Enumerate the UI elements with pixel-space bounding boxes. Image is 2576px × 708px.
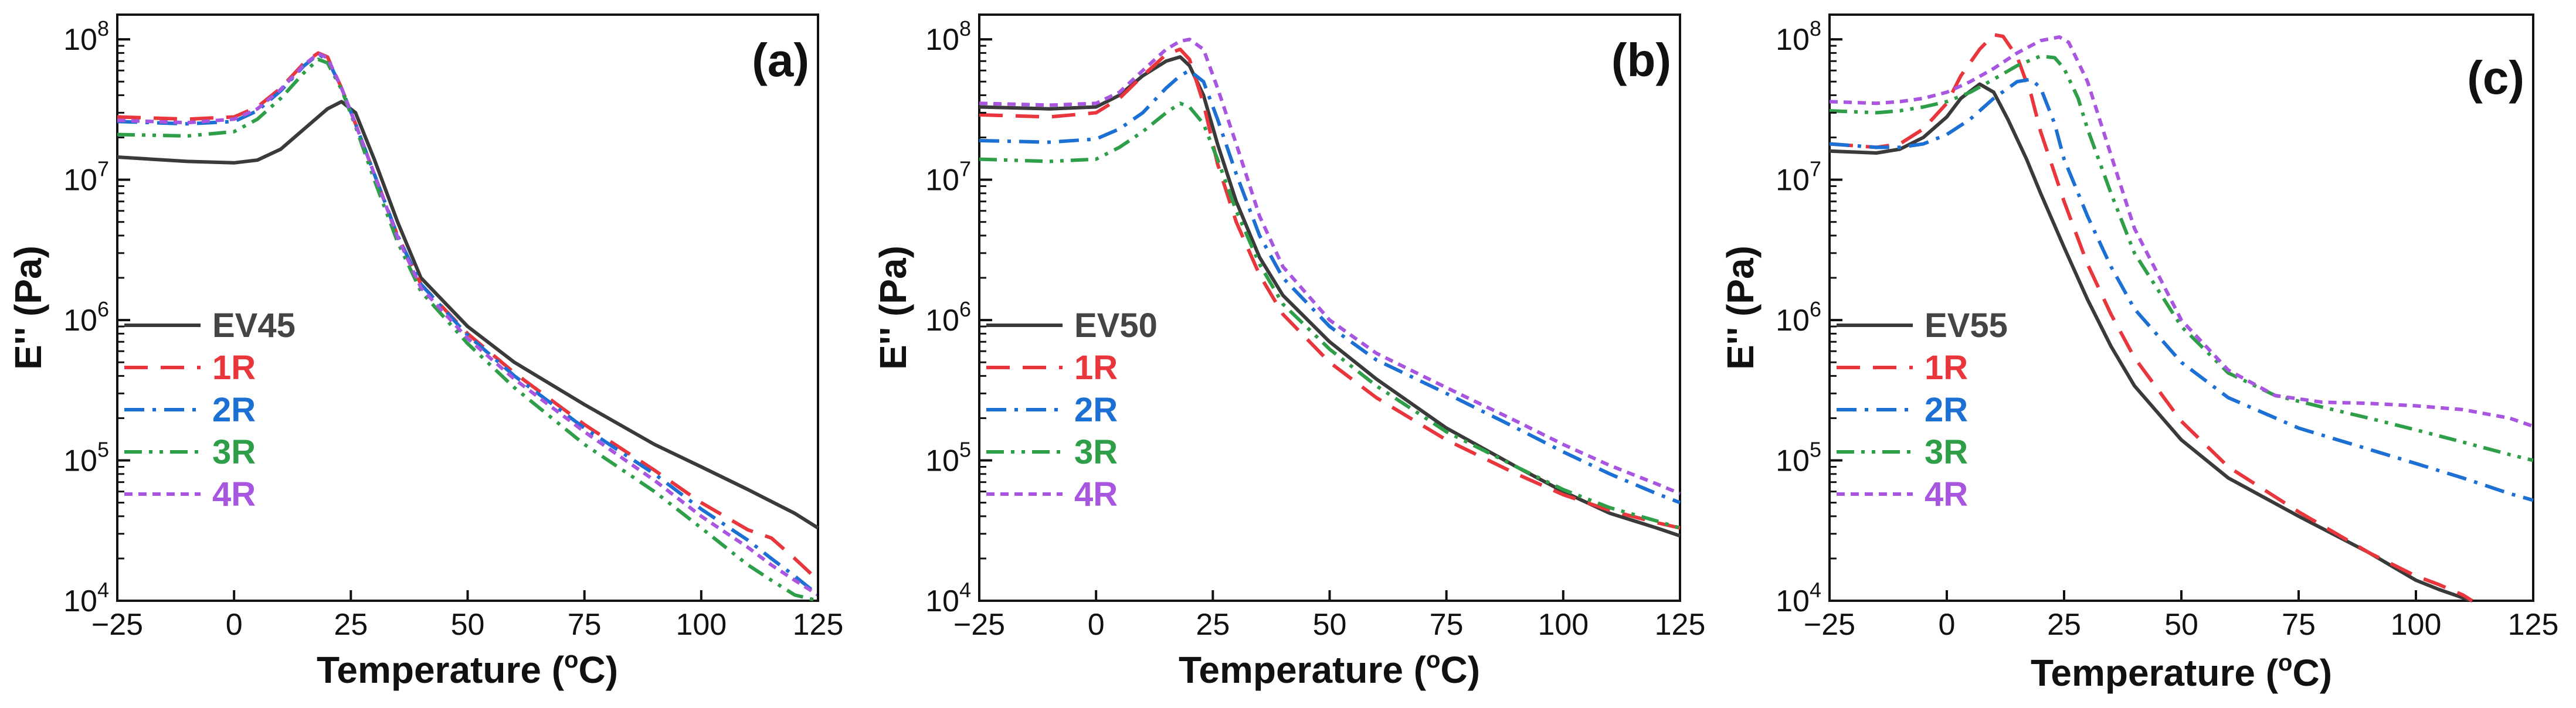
series-line-1r [979, 47, 1681, 530]
legend-label-ev50: EV50 [1074, 307, 1158, 345]
x-axis-title: Temperature (oC) [2031, 650, 2332, 694]
legend-label-3r: 3R [1074, 433, 1118, 471]
series-line-4r [1829, 35, 2534, 428]
legend-label-1r: 1R [212, 349, 256, 387]
legend-label-4r: 4R [1074, 475, 1118, 513]
legend-label-4r: 4R [1925, 475, 1968, 513]
panel-c: −25 0 25 50 75 100 125 104 105 106 107 108 EV55 1R 2… [1719, 13, 2559, 694]
x-tick-label: 0 [226, 608, 243, 642]
panel-a: −25 0 25 50 75 100 125 104 105 106 107 108 EV45 1R 2… [7, 13, 844, 691]
x-tick-label: 125 [1655, 608, 1706, 642]
y-tick-label: 106 [63, 297, 109, 338]
y-tick-label: 107 [1776, 157, 1821, 198]
y-axis-title: E'' (Pa) [872, 246, 914, 370]
legend-label-2r: 2R [212, 391, 256, 429]
y-tick-label: 106 [925, 297, 971, 338]
x-tick-label: 50 [451, 608, 485, 642]
x-tick-label: 50 [1313, 608, 1347, 642]
y-tick-label: 105 [925, 438, 971, 478]
series-line-1r [1829, 33, 2473, 603]
x-tick-label: 75 [1430, 608, 1464, 642]
panel-label: (a) [752, 34, 809, 86]
y-tick-label: 104 [1776, 578, 1821, 618]
y-tick-label: 108 [925, 16, 971, 57]
legend-label-ev45: EV45 [212, 307, 296, 345]
x-tick-label: 0 [1088, 608, 1105, 642]
y-axis-title: E'' (Pa) [1719, 246, 1762, 370]
legend-label-2r: 2R [1074, 391, 1118, 429]
legend-label-2r: 2R [1925, 391, 1968, 429]
legend-label-3r: 3R [1925, 433, 1968, 471]
series-line-ev55 [1829, 82, 2473, 603]
x-tick-label: 75 [2282, 608, 2316, 642]
legend-label-1r: 1R [1074, 349, 1118, 387]
x-tick-label: 0 [1939, 608, 1956, 642]
y-tick-label: 108 [1776, 16, 1821, 57]
x-tick-label: −25 [91, 608, 143, 642]
series-line-4r [117, 52, 819, 597]
legend-label-4r: 4R [212, 475, 256, 513]
y-tick-label: 107 [63, 157, 109, 198]
x-tick-label: 25 [334, 608, 368, 642]
x-tick-label: 125 [2508, 608, 2559, 642]
x-tick-label: −25 [953, 608, 1005, 642]
x-tick-label: 100 [2391, 608, 2442, 642]
legend-label-ev55: EV55 [1925, 307, 2008, 345]
panel-label: (b) [1611, 34, 1671, 86]
x-tick-label: 25 [1196, 608, 1230, 642]
y-tick-label: 108 [63, 16, 109, 57]
x-axis-title: Temperature (oC) [317, 647, 618, 691]
series-line-3r [117, 57, 819, 603]
y-tick-label: 104 [925, 578, 971, 618]
y-tick-label: 106 [1776, 297, 1821, 338]
series-line-ev45 [117, 100, 819, 530]
panel-label: (c) [2467, 52, 2524, 104]
x-tick-label: 100 [1538, 608, 1589, 642]
x-tick-label: −25 [1804, 608, 1855, 642]
x-tick-label: 125 [793, 608, 844, 642]
y-tick-label: 105 [1776, 438, 1821, 478]
x-tick-label: 75 [568, 608, 602, 642]
series-line-3r [1829, 54, 2534, 462]
y-axis-title: E'' (Pa) [7, 246, 49, 370]
y-tick-label: 107 [925, 157, 971, 198]
series-line-2r [117, 53, 819, 597]
series-line-3r [979, 101, 1681, 530]
x-tick-label: 100 [676, 608, 727, 642]
series-line-2r [979, 69, 1681, 505]
legend-label-1r: 1R [1925, 349, 1968, 387]
legend-label-3r: 3R [212, 433, 256, 471]
x-tick-label: 50 [2164, 608, 2198, 642]
x-tick-label: 25 [2047, 608, 2081, 642]
y-tick-label: 104 [63, 578, 109, 618]
x-axis-title: Temperature (oC) [1179, 647, 1480, 691]
y-tick-label: 105 [63, 438, 109, 478]
panel-b: −25 0 25 50 75 100 125 104 105 106 107 108 EV50 1R 2… [872, 13, 1706, 691]
series-line-2r [1829, 77, 2534, 502]
